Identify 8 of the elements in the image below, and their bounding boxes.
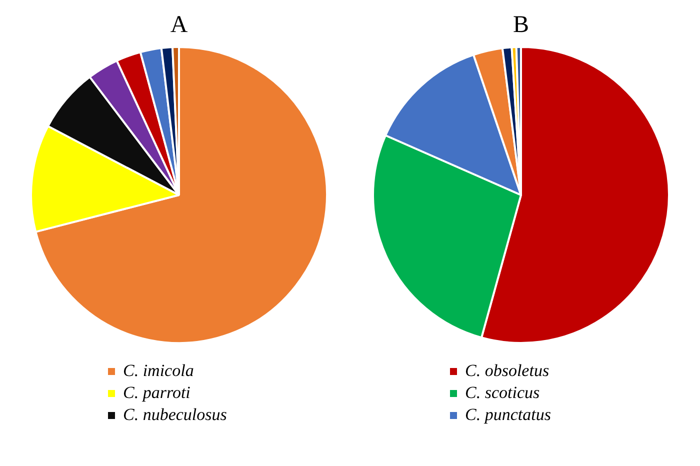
legend-label: C. parroti (123, 382, 190, 404)
legend-label: C. punctatus (465, 404, 551, 426)
legend-label: C. scoticus (465, 382, 540, 404)
legend-label: C. obsoletus (465, 360, 550, 382)
chart-title: A (170, 11, 188, 40)
legend-label: C. nubeculosus (123, 404, 227, 426)
chart-title: B (512, 11, 529, 40)
legend-label: C. imicola (123, 360, 194, 382)
